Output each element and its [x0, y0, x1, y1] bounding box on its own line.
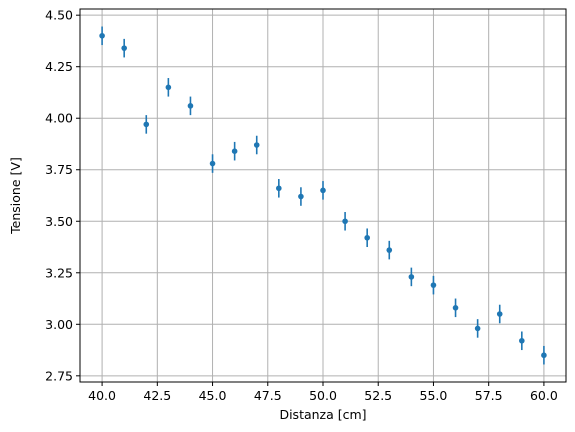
y-tick-label: 4.50	[45, 8, 73, 23]
plot-frame	[79, 8, 567, 383]
x-tick-label: 57.5	[475, 388, 503, 403]
y-tick-label: 2.75	[45, 368, 73, 383]
y-tick-label: 3.00	[45, 317, 73, 332]
data-point	[364, 234, 370, 241]
data-point	[231, 148, 238, 154]
data-point	[496, 311, 503, 317]
data-point	[541, 352, 547, 359]
y-tick-label: 4.00	[45, 111, 73, 126]
x-tick-label: 42.5	[143, 388, 171, 403]
x-tick-label: 60.0	[530, 388, 558, 403]
y-tick-label: 3.25	[45, 265, 73, 280]
x-tick-label: 50.0	[309, 388, 337, 403]
data-point	[430, 282, 437, 288]
data-point	[408, 274, 415, 280]
x-tick-label: 52.5	[364, 388, 392, 403]
x-tick-label: 55.0	[420, 388, 448, 403]
data-point	[320, 187, 326, 194]
data-point	[452, 305, 459, 311]
grid-layer	[80, 9, 566, 382]
tick-layer: 40.0 42.5 45.0 47.5 50.0 52.5 55.0 57.5 60.0 2.75…	[45, 8, 558, 403]
data-point	[209, 160, 216, 167]
data-point	[298, 193, 304, 200]
y-axis-label: Tensione [V]	[8, 157, 23, 235]
y-tick-label: 4.25	[45, 59, 73, 74]
data-layer	[99, 26, 547, 365]
data-point	[121, 45, 127, 51]
y-tick-label: 3.75	[45, 162, 73, 177]
data-point	[519, 337, 525, 344]
data-point	[165, 84, 172, 91]
data-point	[386, 247, 393, 253]
x-tick-label: 47.5	[254, 388, 282, 403]
data-point	[276, 185, 282, 192]
data-point	[342, 218, 348, 225]
data-point	[474, 325, 481, 332]
data-point	[143, 121, 150, 128]
x-tick-label: 45.0	[199, 388, 227, 403]
x-axis-label: Distanza [cm]	[279, 407, 366, 422]
y-tick-label: 3.50	[45, 214, 73, 229]
x-tick-label: 40.0	[88, 388, 116, 403]
data-point	[99, 32, 105, 39]
data-point	[253, 142, 260, 148]
data-point	[187, 103, 194, 109]
